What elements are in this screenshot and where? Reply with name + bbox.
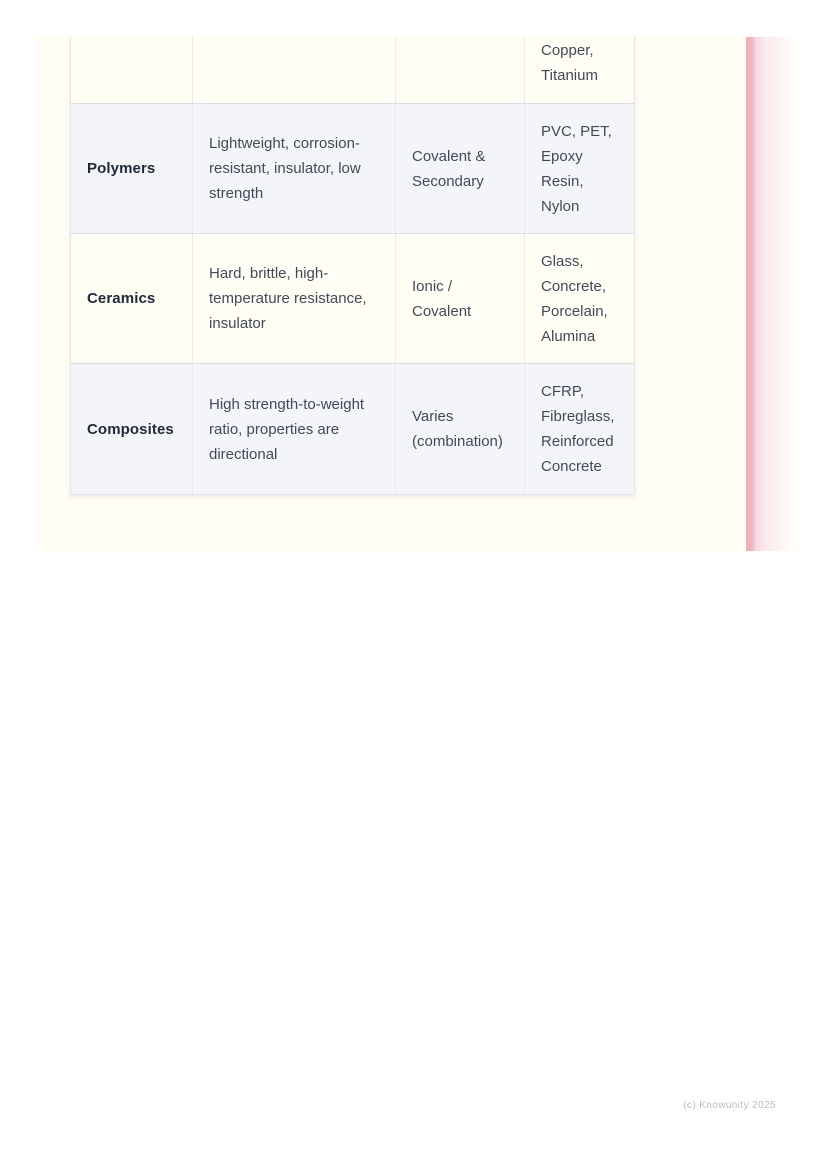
cell-examples-ceramics: Glass, Concrete, Porcelain, Alumina xyxy=(525,234,634,364)
cell-properties-polymers: Lightweight, corrosion- resistant, insul… xyxy=(193,104,396,234)
cell-bonding-polymers: Covalent & Secondary xyxy=(396,104,525,234)
cell-properties-ceramics: Hard, brittle, high- temperature resista… xyxy=(193,234,396,364)
cell-material-ceramics: Ceramics xyxy=(71,234,193,364)
cell-properties-partial xyxy=(193,36,396,104)
cell-bonding-ceramics: Ionic / Covalent xyxy=(396,234,525,364)
cell-examples-composites: CFRP, Fibreglass, Reinforced Concrete xyxy=(525,364,634,494)
cell-material-polymers: Polymers xyxy=(71,104,193,234)
cell-material-composites: Composites xyxy=(71,364,193,494)
cell-material-partial xyxy=(71,36,193,104)
cell-bonding-composites: Varies (combination) xyxy=(396,364,525,494)
document-page-photo: Copper, Titanium Polymers Lightweight, c… xyxy=(37,36,793,552)
materials-table: Copper, Titanium Polymers Lightweight, c… xyxy=(70,36,635,495)
page-accent-bar xyxy=(746,37,793,551)
cell-examples-polymers: PVC, PET, Epoxy Resin, Nylon xyxy=(525,104,634,234)
cell-bonding-partial xyxy=(396,36,525,104)
copyright-watermark: (c) Knowunity 2025 xyxy=(683,1100,776,1111)
cell-examples-partial: Copper, Titanium xyxy=(525,36,634,104)
cell-properties-composites: High strength-to-weight ratio, propertie… xyxy=(193,364,396,494)
